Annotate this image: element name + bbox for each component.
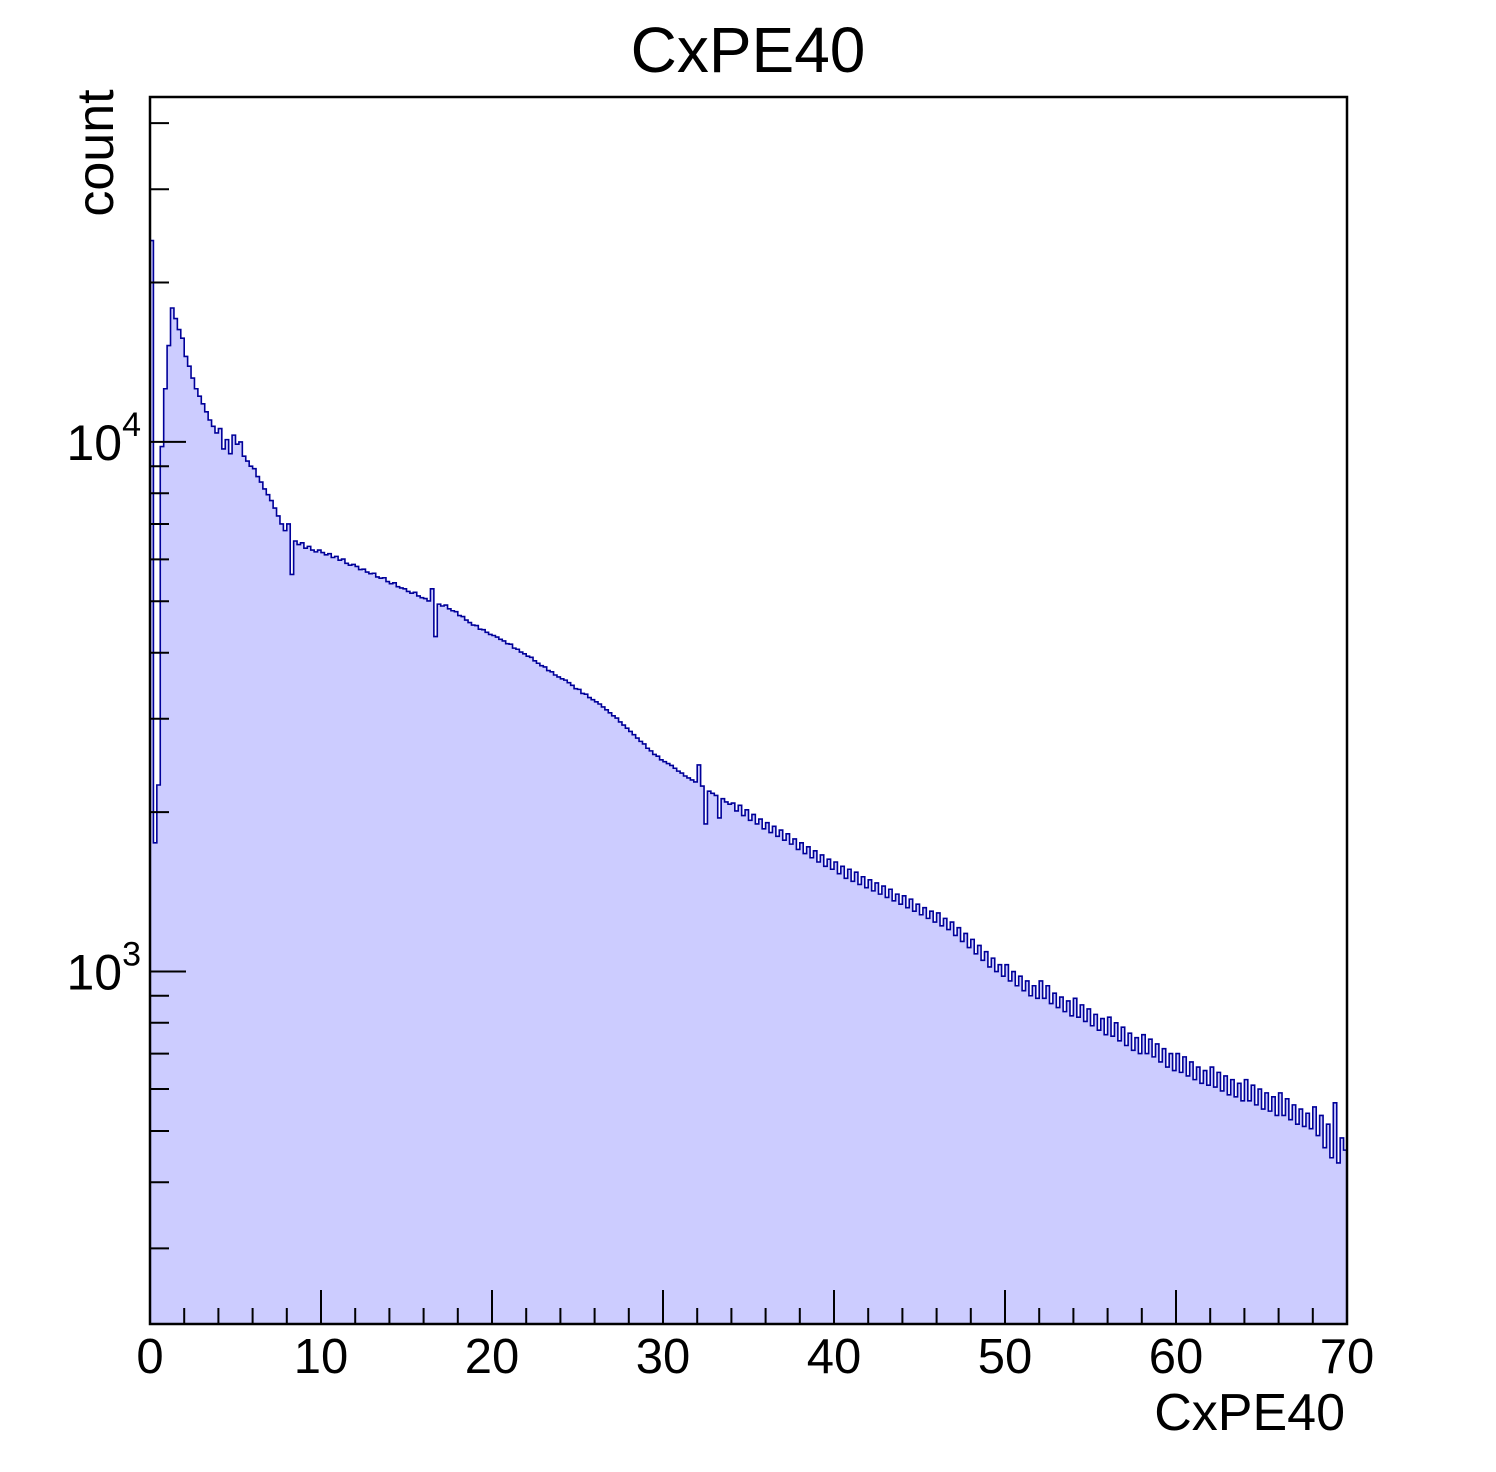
y-tick-label: 104 <box>66 406 141 471</box>
x-tick-label: 40 <box>807 1330 862 1384</box>
y-tick-exponent: 3 <box>122 936 141 974</box>
chart-title: CxPE40 <box>630 14 866 86</box>
x-tick-label: 30 <box>636 1330 691 1384</box>
x-tick-label: 60 <box>1149 1330 1204 1384</box>
y-tick-label: 103 <box>66 936 141 1001</box>
x-tick-label: 10 <box>294 1330 349 1384</box>
y-major-ticks <box>150 440 186 973</box>
x-axis-title: CxPE40 <box>1154 1384 1345 1442</box>
y-minor-ticks <box>150 122 169 1250</box>
histogram-outline <box>149 239 1348 1324</box>
histogram-fill <box>150 240 1347 1324</box>
plot-frame <box>148 95 1349 1326</box>
x-tick-label: 50 <box>978 1330 1033 1384</box>
x-tick-label: 0 <box>136 1330 163 1384</box>
y-tick-exponent: 4 <box>122 406 141 444</box>
x-tick-label: 20 <box>465 1330 520 1384</box>
x-tick-label: 70 <box>1320 1330 1375 1384</box>
x-minor-ticks <box>183 1308 1314 1324</box>
